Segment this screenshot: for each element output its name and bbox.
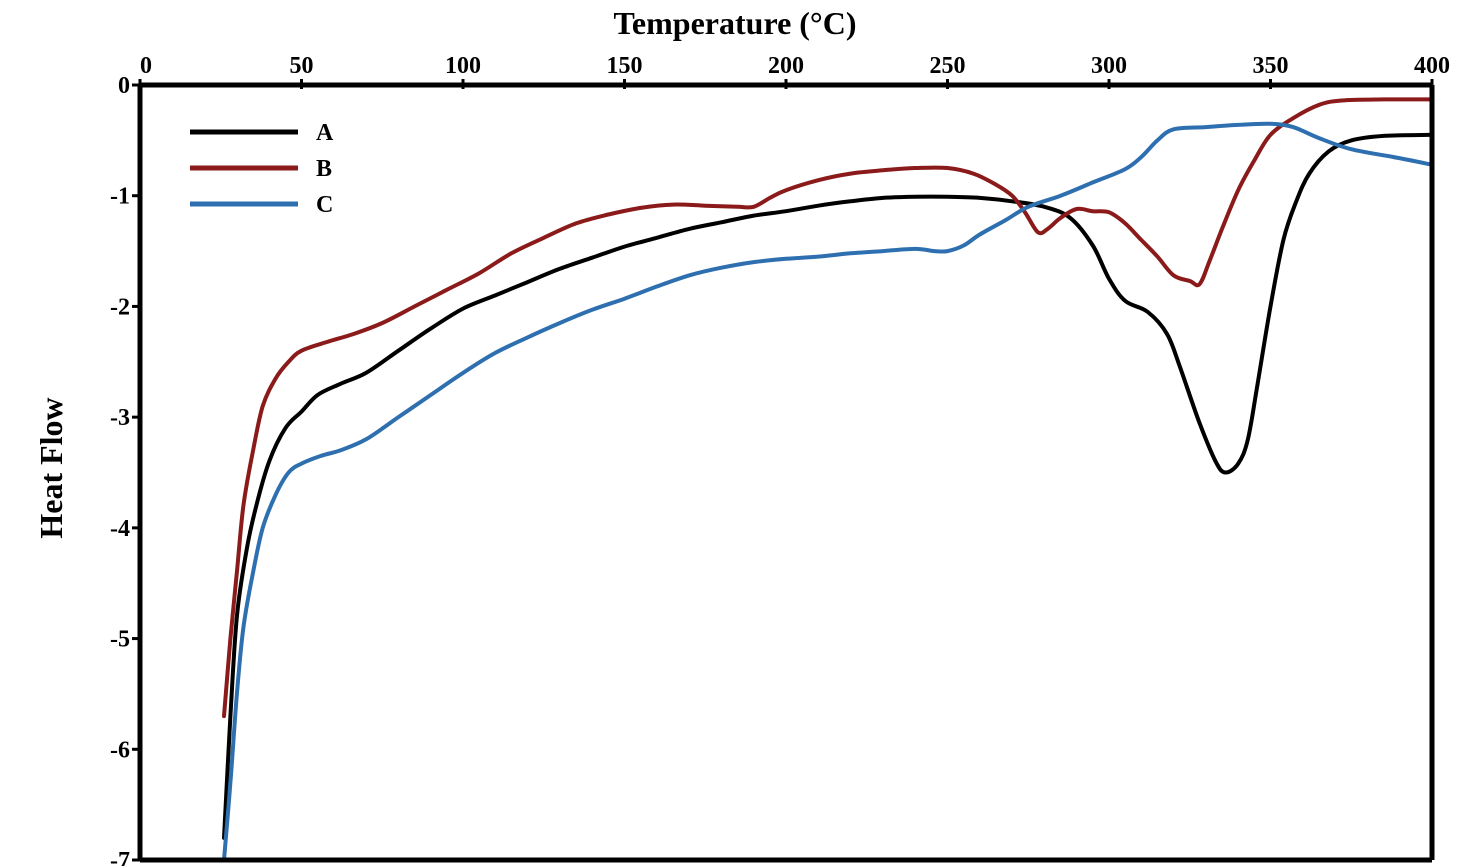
legend-label-b: B (316, 156, 332, 182)
x-tick-label: 150 (607, 53, 643, 79)
y-tick-label: -2 (110, 294, 130, 320)
x-tick-label: 350 (1253, 53, 1289, 79)
series-line-b (222, 97, 1434, 719)
x-tick-label: 200 (768, 53, 804, 79)
x-axis-ticks: 0 50 100 150 200 250 300 350 400 (138, 53, 1450, 89)
series-line-c (222, 121, 1434, 862)
series-layer (222, 97, 1434, 862)
x-tick-label: 100 (445, 53, 481, 79)
y-tick-label: -6 (110, 737, 130, 763)
y-tick-label: -4 (110, 516, 130, 542)
y-tick-label: -3 (110, 405, 130, 431)
plot-frame (137, 82, 1435, 863)
x-tick-label: 250 (930, 53, 966, 79)
x-axis-title: Temperature (°C) (614, 5, 857, 41)
legend-label-c: C (316, 192, 333, 218)
legend: ABC (190, 120, 334, 218)
x-tick-label: 300 (1091, 53, 1127, 79)
x-tick-label: 400 (1414, 53, 1450, 79)
series-line-a (222, 132, 1434, 840)
y-tick-label: 0 (118, 73, 130, 99)
y-axis-title: Heat Flow (33, 397, 69, 538)
x-tick-label: 0 (140, 53, 152, 79)
legend-label-a: A (316, 120, 334, 146)
y-axis-ticks: 0 -1 -2 -3 -4 -5 -6 -7 (110, 73, 142, 866)
y-tick-label: -5 (110, 627, 130, 653)
y-tick-label: -1 (110, 184, 130, 210)
y-tick-label: -7 (110, 848, 130, 866)
x-tick-label: 50 (290, 53, 314, 79)
